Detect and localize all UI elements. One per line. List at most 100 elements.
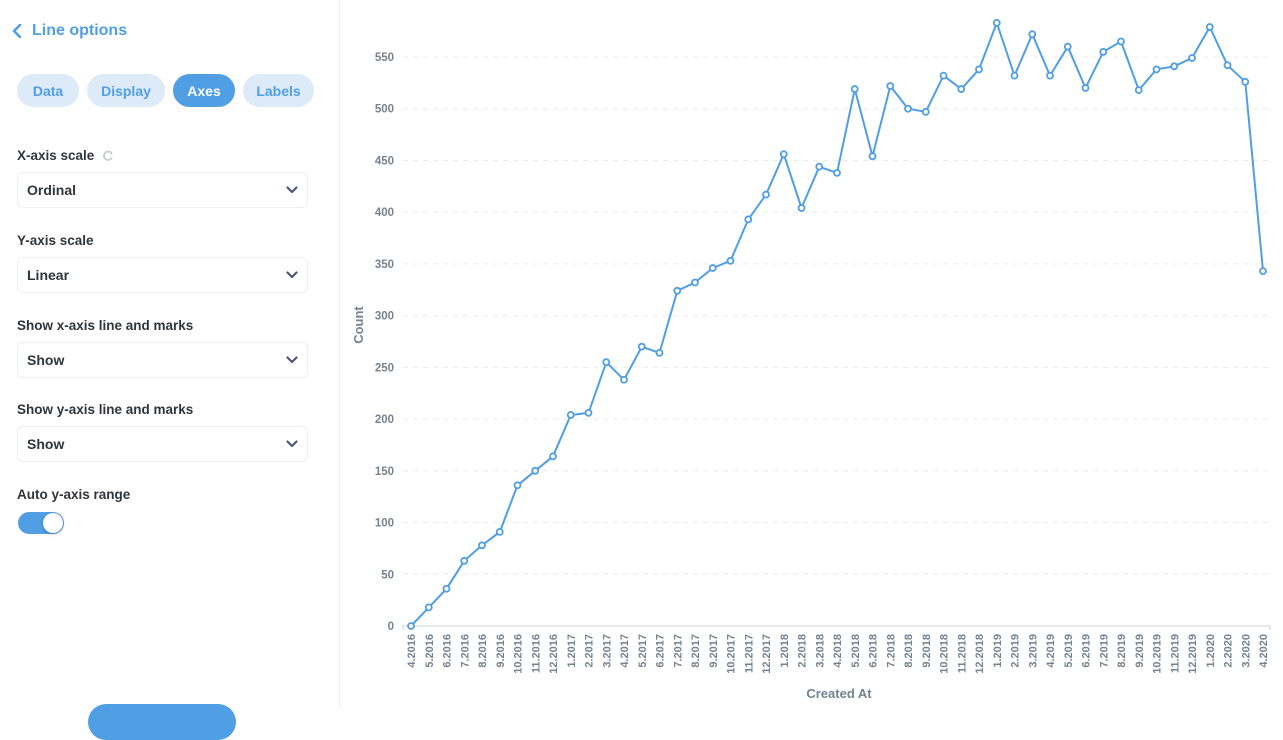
data-point[interactable]: [744, 215, 753, 224]
data-point[interactable]: [797, 204, 806, 212]
auto-y-range-toggle[interactable]: [18, 512, 64, 534]
x-tick-label: 1.2018: [779, 634, 791, 668]
x-tick-label: 11.2017: [743, 634, 755, 673]
data-point[interactable]: [957, 85, 966, 93]
x-tick-label: 6.2017: [655, 634, 667, 668]
line-chart: 0 50 100 150 200 250 300 350 400 450 500 550 4.2016 5…: [341, 0, 1283, 708]
data-point[interactable]: [850, 85, 859, 93]
x-tick-label: 9.2016: [495, 634, 507, 668]
data-point[interactable]: [726, 256, 735, 265]
x-tick-label: 11.2016: [530, 634, 542, 673]
data-point[interactable]: [815, 162, 824, 171]
y-tick-label: 350: [375, 259, 394, 271]
data-point[interactable]: [868, 152, 877, 161]
x-tick-label: 12.2019: [1187, 634, 1199, 674]
data-point[interactable]: [1081, 84, 1090, 92]
done-button[interactable]: [88, 704, 236, 740]
data-point[interactable]: [673, 286, 682, 295]
data-point[interactable]: [904, 104, 912, 113]
data-point[interactable]: [1152, 65, 1161, 74]
data-point[interactable]: [886, 82, 895, 90]
data-point[interactable]: [762, 190, 770, 199]
data-point[interactable]: [939, 71, 948, 80]
data-point[interactable]: [1259, 267, 1267, 276]
y-axis-scale-label: Y-axis scale: [17, 233, 94, 248]
data-point[interactable]: [460, 556, 469, 565]
show-y-axis-value: Show: [27, 436, 65, 452]
data-point[interactable]: [442, 584, 451, 593]
tab-axes[interactable]: Axes: [173, 74, 235, 107]
back-button[interactable]: Line options: [12, 22, 127, 40]
data-point[interactable]: [1063, 42, 1072, 51]
data-point[interactable]: [1134, 86, 1143, 95]
data-point[interactable]: [637, 342, 646, 351]
x-tick-label: 6.2019: [1081, 634, 1093, 668]
x-tick-label: 10.2016: [513, 634, 525, 674]
y-tick-label: 250: [375, 362, 394, 374]
x-tick-label: 8.2016: [477, 634, 489, 668]
data-point[interactable]: [1188, 54, 1196, 62]
data-point[interactable]: [424, 603, 433, 612]
data-point[interactable]: [655, 348, 664, 357]
data-point[interactable]: [584, 408, 593, 417]
x-tick-label: 8.2019: [1116, 634, 1128, 668]
x-tick-label: 9.2019: [1134, 634, 1146, 668]
data-point[interactable]: [1170, 62, 1179, 71]
data-point[interactable]: [602, 358, 611, 367]
x-tick-label: 5.2016: [424, 634, 436, 668]
x-axis-scale-select[interactable]: Ordinal: [17, 172, 308, 208]
data-point[interactable]: [1046, 71, 1054, 80]
data-point[interactable]: [1028, 30, 1037, 39]
auto-y-range-label: Auto y-axis range: [17, 487, 130, 502]
data-point[interactable]: [779, 150, 788, 159]
data-point[interactable]: [478, 541, 486, 550]
y-axis-scale-select[interactable]: Linear: [17, 257, 308, 293]
x-tick-label: 4.2019: [1045, 634, 1057, 668]
data-point[interactable]: [708, 264, 717, 272]
data-point[interactable]: [1241, 77, 1250, 86]
data-point[interactable]: [833, 168, 841, 177]
y-tick-label: 0: [388, 621, 394, 633]
x-tick-label: 12.2018: [974, 634, 986, 674]
x-axis-scale-label: X-axis scale: [17, 148, 114, 163]
tab-data[interactable]: Data: [17, 74, 79, 107]
data-point[interactable]: [495, 527, 504, 536]
show-y-axis-select[interactable]: Show: [17, 426, 308, 462]
show-x-axis-value: Show: [27, 352, 65, 368]
data-point[interactable]: [620, 375, 628, 384]
show-x-axis-label-text: Show x-axis line and marks: [17, 318, 194, 333]
y-tick-label: 550: [375, 52, 394, 64]
reset-icon[interactable]: [102, 150, 114, 162]
tab-labels[interactable]: Labels: [243, 74, 314, 107]
y-tick-label: 300: [375, 311, 394, 323]
data-point[interactable]: [1117, 37, 1125, 46]
data-point[interactable]: [691, 278, 699, 287]
y-axis-scale-label-text: Y-axis scale: [17, 233, 94, 248]
data-point[interactable]: [992, 18, 1001, 27]
x-tick-label: 7.2019: [1098, 634, 1110, 668]
data-point[interactable]: [1010, 71, 1019, 80]
data-point[interactable]: [407, 622, 415, 630]
data-point[interactable]: [1205, 23, 1214, 31]
x-tick-label: 3.2020: [1240, 634, 1252, 668]
show-x-axis-select[interactable]: Show: [17, 342, 308, 378]
chevron-down-icon: [286, 440, 298, 448]
y-tick-label: 450: [375, 155, 394, 167]
data-point[interactable]: [1223, 61, 1232, 70]
data-point[interactable]: [975, 65, 983, 74]
x-tick-label: 7.2017: [672, 634, 684, 668]
x-tick-label: 5.2018: [850, 634, 862, 668]
x-tick-label: 10.2018: [939, 634, 951, 674]
x-tick-label: 11.2018: [956, 634, 968, 673]
x-tick-label: 2.2018: [797, 634, 809, 668]
data-point[interactable]: [1099, 47, 1108, 56]
tab-display[interactable]: Display: [87, 74, 165, 107]
data-point[interactable]: [513, 481, 522, 490]
data-point[interactable]: [566, 411, 575, 419]
data-point[interactable]: [921, 107, 930, 116]
settings-sidebar: Line options Data Display Axes Labels X-…: [0, 0, 340, 740]
data-point[interactable]: [531, 466, 540, 475]
x-tick-label: 6.2016: [442, 634, 454, 668]
chevron-down-icon: [286, 271, 298, 279]
data-point[interactable]: [549, 452, 557, 461]
